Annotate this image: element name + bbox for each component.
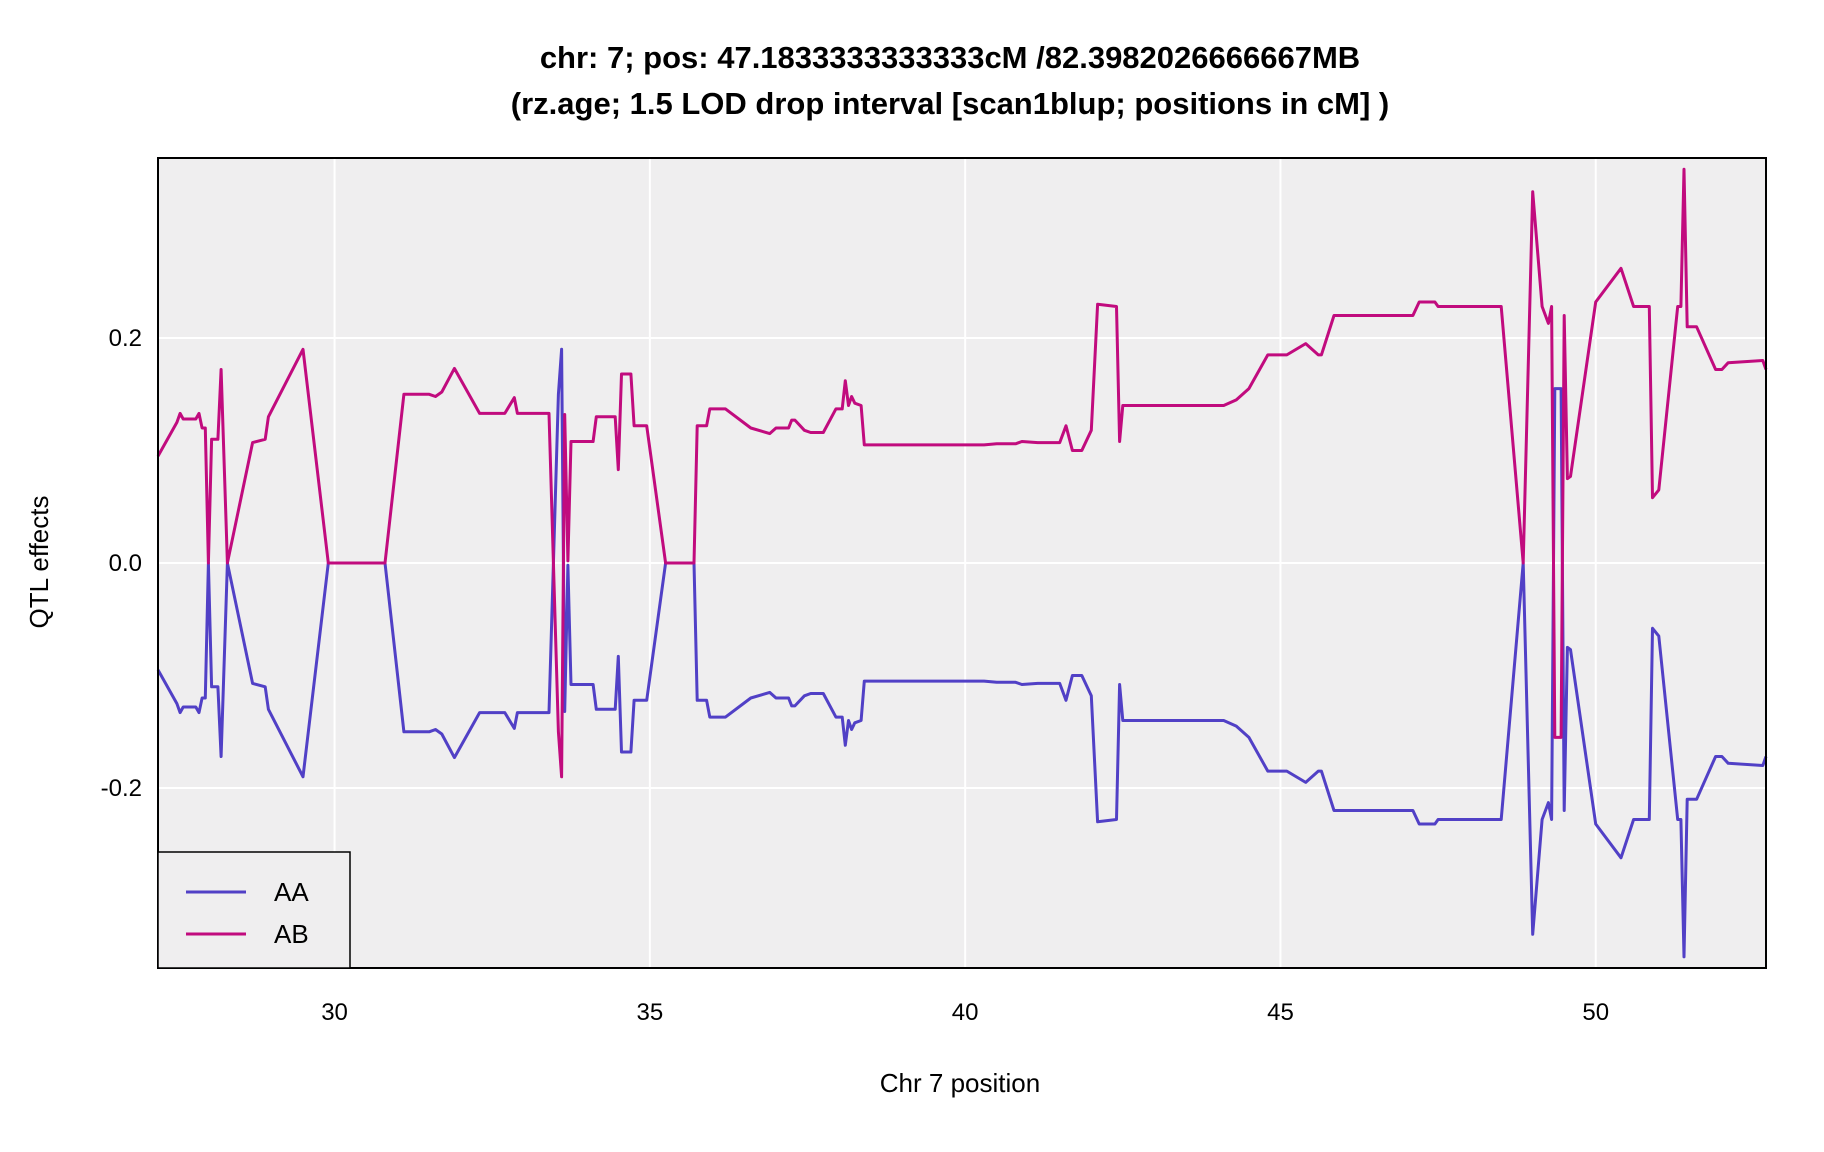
x-tick-label: 40: [952, 999, 979, 1026]
series-line-ab: [156, 167, 1768, 779]
chart-title-line-1: chr: 7; pos: 47.1833333333333cM /82.3982…: [540, 40, 1360, 75]
y-tick-label: 0.2: [109, 325, 142, 352]
x-axis-label: Chr 7 position: [880, 1068, 1040, 1098]
x-tick-label: 35: [637, 999, 664, 1026]
series-line-aa: [156, 347, 1768, 959]
legend-box: [157, 851, 351, 969]
y-axis-label: QTL effects: [24, 496, 54, 629]
x-tick-label: 45: [1267, 999, 1294, 1026]
legend-label-aa: AA: [274, 877, 309, 907]
legend-label-ab: AB: [274, 919, 309, 949]
y-axis-ticks: -0.2 0.0 0.2: [101, 325, 142, 802]
plot-border: [157, 157, 1767, 969]
chart-title-line-2: (rz.age; 1.5 LOD drop interval [scan1blu…: [511, 86, 1389, 121]
x-tick-label: 30: [321, 999, 348, 1026]
y-tick-label: -0.2: [101, 775, 142, 802]
grid-lines: [158, 158, 1766, 968]
y-tick-label: 0.0: [109, 550, 142, 577]
series-layer: [156, 167, 1768, 959]
legend: AA AB: [157, 851, 351, 969]
x-axis-ticks: 30 35 40 45 50: [321, 999, 1609, 1026]
x-tick-label: 50: [1582, 999, 1609, 1026]
